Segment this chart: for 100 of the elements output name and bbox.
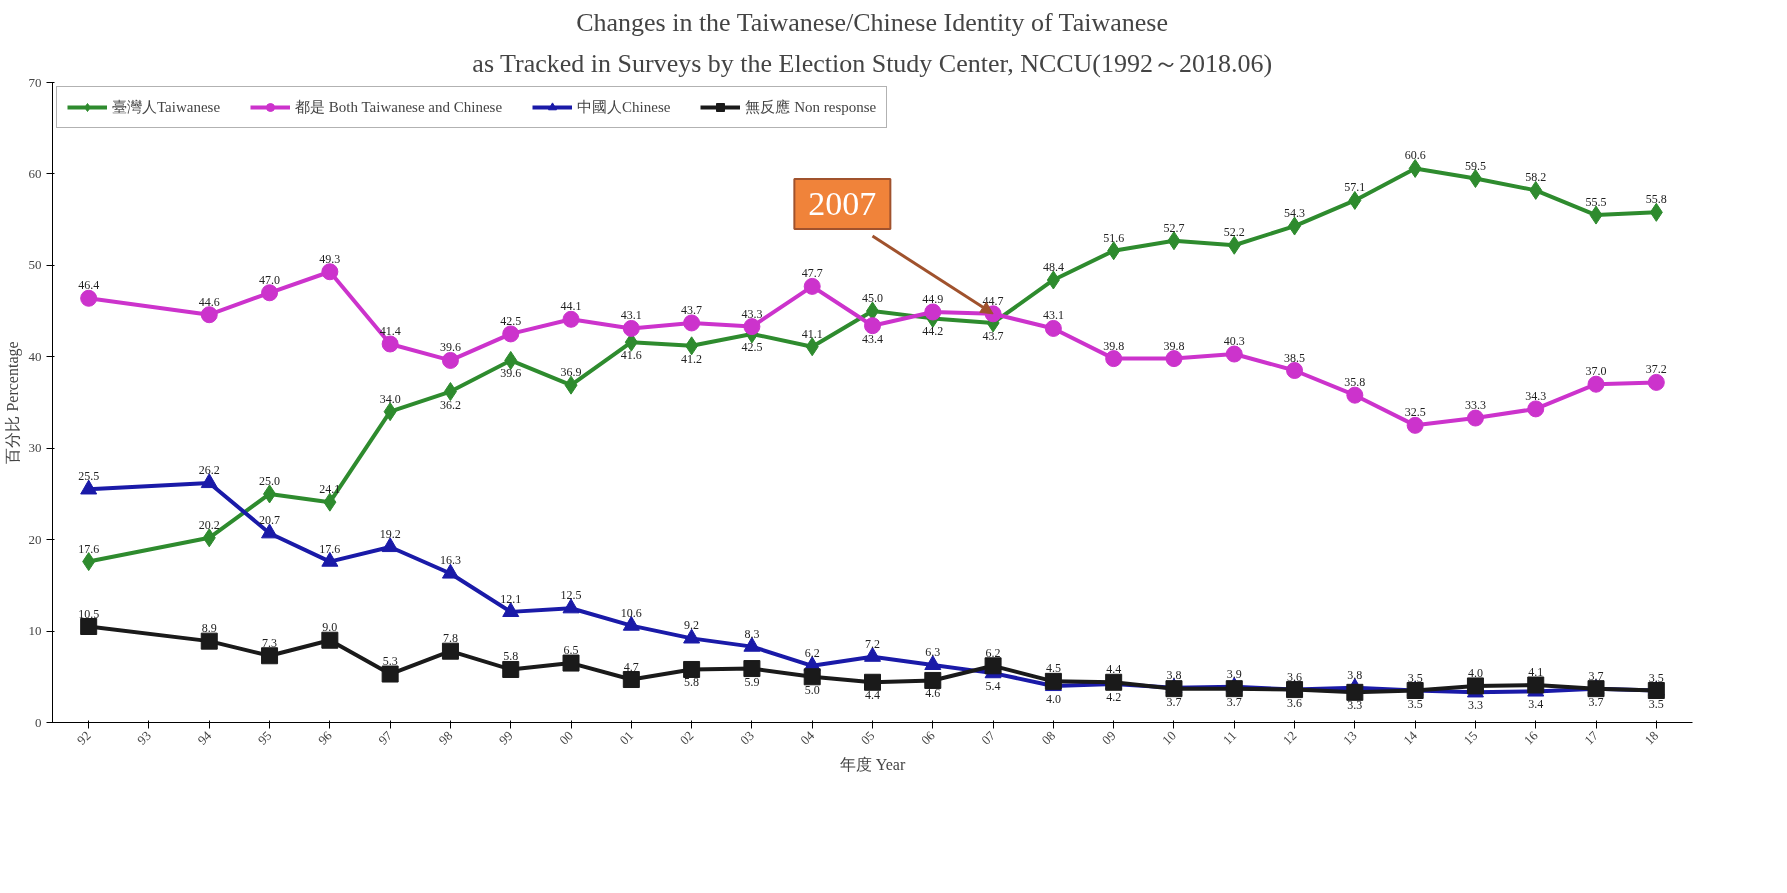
data-label: 4.1 <box>1528 665 1544 680</box>
data-label: 6.2 <box>985 645 1001 660</box>
data-label: 17.6 <box>78 541 100 556</box>
point <box>1587 680 1605 698</box>
point <box>1227 235 1241 255</box>
point <box>743 660 761 678</box>
data-label: 5.3 <box>382 654 398 669</box>
data-label: 4.0 <box>1045 691 1061 706</box>
annotation: 2007 <box>808 185 877 223</box>
point <box>1527 676 1545 694</box>
y-tick-label: 20 <box>28 531 42 547</box>
data-label: 5.4 <box>985 679 1001 694</box>
point <box>381 335 399 353</box>
x-axis-title: 年度 Year <box>839 756 906 774</box>
point <box>200 473 218 489</box>
point <box>1527 400 1545 418</box>
point <box>1406 416 1424 434</box>
y-tick-label: 40 <box>28 348 42 364</box>
data-label: 3.8 <box>1347 667 1363 682</box>
point <box>984 657 1002 675</box>
data-label: 42.5 <box>500 313 522 328</box>
data-label: 39.8 <box>1163 338 1185 353</box>
data-label: 46.4 <box>78 278 100 293</box>
point <box>562 310 580 328</box>
legend-label: 中國人Chinese <box>577 97 671 117</box>
point <box>504 350 518 370</box>
point <box>1529 180 1543 200</box>
point <box>381 537 399 553</box>
point <box>1165 350 1183 368</box>
x-tick-label: 94 <box>194 727 215 748</box>
x-tick-label: 13 <box>1340 727 1360 748</box>
point <box>1466 677 1484 695</box>
point <box>1587 375 1605 393</box>
x-tick-label: 06 <box>917 727 939 748</box>
data-label: 44.1 <box>560 299 582 314</box>
point <box>381 665 399 683</box>
point <box>683 628 701 644</box>
point <box>1346 386 1364 404</box>
point <box>502 325 520 343</box>
x-tick-label: 99 <box>495 727 516 748</box>
data-label: 12.5 <box>560 588 582 603</box>
data-label: 3.7 <box>1588 694 1604 709</box>
data-label: 9.2 <box>684 618 700 633</box>
x-tick-label: 05 <box>857 727 878 748</box>
data-label: 3.8 <box>1166 667 1182 682</box>
point <box>441 642 459 660</box>
x-tick-label: 18 <box>1641 727 1662 748</box>
y-tick-label: 70 <box>28 74 42 90</box>
data-label: 3.6 <box>1287 695 1303 710</box>
data-label: 19.2 <box>379 526 401 541</box>
data-label: 6.3 <box>925 644 941 659</box>
data-label: 49.3 <box>319 251 341 266</box>
x-tick-label: 16 <box>1520 727 1542 748</box>
data-label: 47.0 <box>259 272 281 287</box>
x-tick-label: 09 <box>1098 727 1119 748</box>
y-tick-label: 0 <box>35 714 42 730</box>
data-label: 4.4 <box>865 688 880 703</box>
data-label: 40.3 <box>1223 334 1245 349</box>
data-label: 5.0 <box>804 682 820 697</box>
x-tick-label: 96 <box>315 727 336 748</box>
data-label: 43.7 <box>681 302 703 317</box>
data-label: 52.2 <box>1223 225 1245 240</box>
data-label: 41.1 <box>801 326 823 341</box>
data-label: 4.0 <box>1467 665 1483 680</box>
data-label: 25.0 <box>259 473 281 488</box>
point <box>202 528 216 548</box>
point <box>383 402 397 422</box>
point <box>805 337 819 357</box>
data-label: 3.7 <box>1226 694 1242 709</box>
data-label: 42.5 <box>741 339 763 354</box>
point <box>564 375 578 395</box>
data-label: 39.6 <box>500 366 522 381</box>
data-label: 44.2 <box>922 324 944 339</box>
point <box>924 303 942 321</box>
x-tick-label: 93 <box>134 727 154 748</box>
data-label: 3.3 <box>1467 698 1483 713</box>
data-label: 5.8 <box>503 649 519 664</box>
data-label: 55.8 <box>1645 192 1667 207</box>
point <box>200 632 218 650</box>
data-label: 3.5 <box>1648 670 1664 685</box>
data-label: 39.8 <box>1103 338 1125 353</box>
point <box>1466 409 1484 427</box>
legend-label: 都是 Both Taiwanese and Chinese <box>295 97 503 117</box>
point <box>924 655 942 671</box>
data-label: 3.3 <box>1347 698 1363 713</box>
y-tick-label: 30 <box>28 440 42 456</box>
data-label: 32.5 <box>1404 405 1426 420</box>
point <box>1044 672 1062 690</box>
data-label: 58.2 <box>1525 170 1547 185</box>
point <box>1046 270 1060 290</box>
point <box>864 673 881 691</box>
y-tick-label: 10 <box>28 623 42 639</box>
point <box>1647 373 1665 391</box>
data-label: 12.1 <box>500 591 522 606</box>
x-tick-label: 95 <box>254 727 275 748</box>
x-tick-label: 03 <box>737 727 757 748</box>
point <box>261 523 279 539</box>
point <box>1649 202 1663 222</box>
point <box>441 563 459 579</box>
data-label: 45.0 <box>862 291 883 306</box>
